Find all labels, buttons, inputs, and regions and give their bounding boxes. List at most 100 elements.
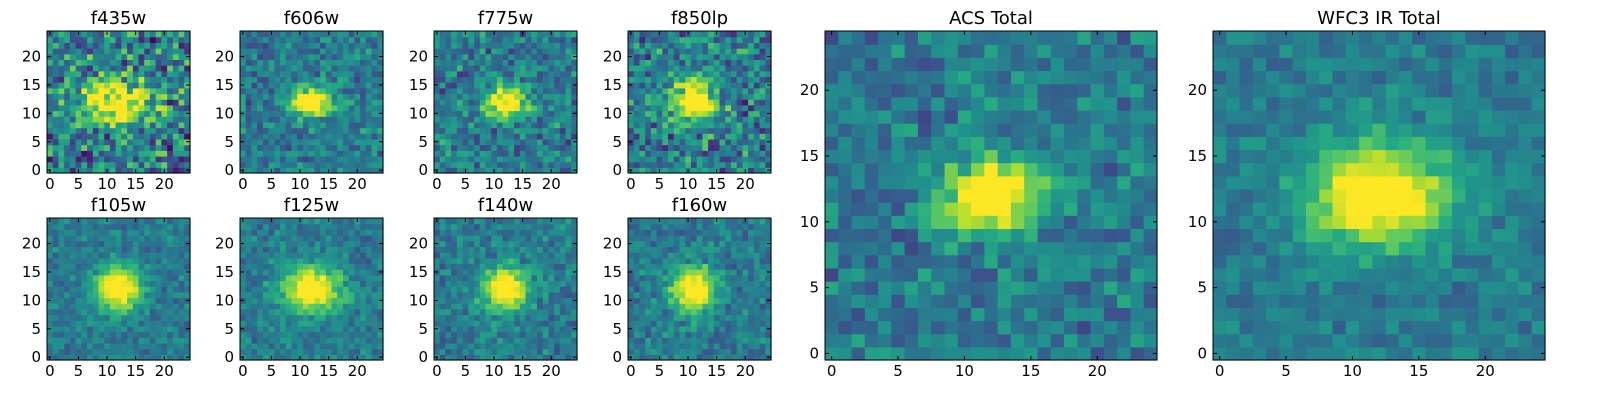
heatmap-cell xyxy=(280,297,287,304)
heatmap-cell xyxy=(144,150,151,157)
heatmap-cell xyxy=(673,269,681,276)
heatmap-cell xyxy=(730,331,738,338)
heatmap-cell xyxy=(262,110,270,117)
heatmap-cell xyxy=(542,280,549,287)
heatmap-cell xyxy=(342,229,350,236)
heatmap-cell xyxy=(342,116,350,123)
heatmap-cell xyxy=(502,337,509,344)
panel-title: f140w xyxy=(478,195,533,216)
heatmap-cell xyxy=(765,42,772,49)
heatmap-cell xyxy=(115,218,122,225)
heatmap-cell xyxy=(496,65,504,72)
heatmap-cell xyxy=(434,257,441,265)
heatmap-cell xyxy=(690,325,698,333)
heatmap-cell xyxy=(98,331,105,338)
heatmap-cell xyxy=(251,331,258,338)
heatmap-cell xyxy=(531,348,538,355)
heatmap-cell xyxy=(508,280,515,287)
heatmap-cell xyxy=(245,286,253,293)
heatmap-cell xyxy=(685,104,692,112)
heatmap-cell xyxy=(354,223,361,230)
heatmap-cell xyxy=(508,286,515,293)
heatmap-cell xyxy=(354,314,361,321)
heatmap-cell xyxy=(172,110,180,117)
heatmap-cell xyxy=(542,82,549,89)
heatmap-cell xyxy=(673,104,681,112)
heatmap-cell xyxy=(434,133,441,140)
heatmap-cell xyxy=(172,167,180,174)
heatmap-cell xyxy=(104,133,111,140)
heatmap-cell xyxy=(708,308,715,316)
heatmap-cell xyxy=(650,121,658,129)
heatmap-cell xyxy=(656,274,663,282)
heatmap-cell xyxy=(536,337,544,344)
heatmap-cell xyxy=(673,93,681,100)
heatmap-cell xyxy=(251,291,258,299)
heatmap-cell xyxy=(245,246,253,253)
heatmap-cell xyxy=(439,59,447,66)
heatmap-cell xyxy=(138,155,145,163)
heatmap-cell xyxy=(742,70,749,78)
heatmap-cell xyxy=(650,82,658,89)
heatmap-cell xyxy=(730,291,738,299)
heatmap-cell xyxy=(525,110,532,117)
heatmap-cell xyxy=(58,308,65,316)
heatmap-cell xyxy=(673,42,681,49)
heatmap-cell xyxy=(474,246,481,253)
heatmap-cell xyxy=(149,155,157,163)
heatmap-cell xyxy=(536,127,544,134)
heatmap-cell xyxy=(52,320,60,327)
heatmap-cell xyxy=(639,331,646,338)
heatmap-cell xyxy=(696,354,703,361)
heatmap-cell xyxy=(325,36,333,43)
heatmap-cell xyxy=(479,218,487,225)
heatmap-cell xyxy=(645,36,652,43)
heatmap-cell xyxy=(98,274,105,282)
heatmap-cell xyxy=(559,155,567,163)
heatmap-cell xyxy=(759,348,766,355)
heatmap-cell xyxy=(115,48,122,55)
heatmap-cell xyxy=(149,337,157,344)
heatmap-cell xyxy=(64,297,71,304)
heatmap-cell xyxy=(685,337,692,344)
heatmap-cell xyxy=(348,252,355,259)
heatmap-cell xyxy=(167,252,174,259)
heatmap-cell xyxy=(736,325,743,333)
heatmap-cell xyxy=(685,36,692,43)
heatmap-cell xyxy=(64,274,71,282)
heatmap-cell xyxy=(479,36,487,43)
heatmap-cell xyxy=(542,314,549,321)
heatmap-cell xyxy=(508,291,515,299)
heatmap-cell xyxy=(690,286,698,293)
heatmap-cell xyxy=(650,280,658,287)
heatmap-cell xyxy=(302,65,310,72)
y-tick-label: 20 xyxy=(22,48,41,66)
heatmap-cell xyxy=(668,138,675,146)
heatmap-cell xyxy=(348,138,355,146)
heatmap-cell xyxy=(462,87,469,95)
heatmap-cell xyxy=(742,99,749,106)
heatmap-cell xyxy=(240,65,247,72)
heatmap-cell xyxy=(161,286,168,293)
heatmap-cell xyxy=(736,70,743,78)
heatmap-cell xyxy=(342,337,350,344)
heatmap-cell xyxy=(81,65,88,72)
heatmap-cell xyxy=(514,138,521,146)
heatmap-cell xyxy=(508,263,515,270)
heatmap-cell xyxy=(308,235,315,242)
heatmap-cell xyxy=(633,161,641,168)
heatmap-cell xyxy=(439,116,447,123)
heatmap-cell xyxy=(514,59,521,66)
heatmap-cell xyxy=(161,252,168,259)
heatmap-cell xyxy=(251,314,258,321)
heatmap-cell xyxy=(308,127,315,134)
heatmap-cell xyxy=(297,65,304,72)
heatmap-cell xyxy=(371,320,378,327)
heatmap-cell xyxy=(52,104,60,112)
heatmap-cell xyxy=(565,257,572,265)
heatmap-cell xyxy=(656,121,663,129)
heatmap-cell xyxy=(132,76,140,83)
heatmap-cell xyxy=(138,36,145,43)
heatmap-cell xyxy=(536,235,544,242)
heatmap-cell xyxy=(98,303,105,310)
